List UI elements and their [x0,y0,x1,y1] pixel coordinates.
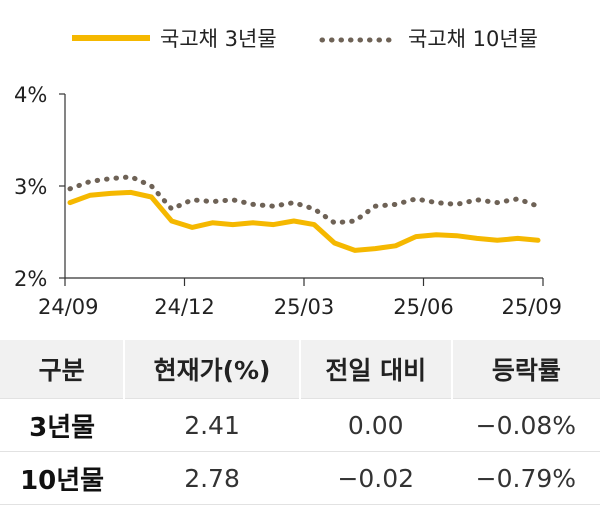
y-tick-label: 4% [14,83,47,107]
y-tick-label: 3% [14,175,47,199]
row-name: 3년물 [0,398,125,452]
row-rate: −0.79% [451,451,600,505]
header-change: 전일 대비 [298,340,452,399]
chart-series [67,174,541,253]
legend-label-10y: 국고채 10년물 [408,27,538,51]
series-line-10y [67,174,541,226]
yield-chart: 국고채 3년물 국고채 10년물 4%3%2% 24/09 24/12 25/03 2… [14,27,562,319]
row-rate: −0.08% [451,398,600,452]
x-tick-label: 25/09 [501,295,562,319]
table-row: 10년물 2.78 −0.02 −0.79% [0,451,600,505]
x-tick-label: 25/03 [274,295,335,319]
header-category: 구분 [0,340,125,399]
header-price: 현재가(%) [123,340,300,399]
y-tick-label: 2% [14,267,47,291]
x-tick-label: 24/12 [154,295,215,319]
row-change: −0.02 [299,451,452,505]
y-ticks: 4% 3% 2% [14,83,65,291]
legend-label-3y: 국고채 3년물 [160,27,277,51]
table-header-row: 구분 현재가(%) 전일 대비 등락률 [0,340,600,399]
row-price: 2.78 [124,451,300,505]
row-price: 2.41 [124,398,300,452]
x-tick-label: 24/09 [38,295,99,319]
row-name: 10년물 [0,451,125,505]
series-line-3y [67,189,541,253]
yield-table: 구분 현재가(%) 전일 대비 등락률 3년물 2.41 0.00 −0.08%… [0,340,600,505]
header-rate: 등락률 [450,340,600,399]
row-change: 0.00 [299,398,452,452]
chart-legend: 국고채 3년물 국고채 10년물 [72,27,538,51]
table-row: 3년물 2.41 0.00 −0.08% [0,398,600,452]
x-tick-label: 25/06 [393,295,454,319]
x-ticks: 24/09 24/12 25/03 25/06 25/09 [38,278,562,319]
